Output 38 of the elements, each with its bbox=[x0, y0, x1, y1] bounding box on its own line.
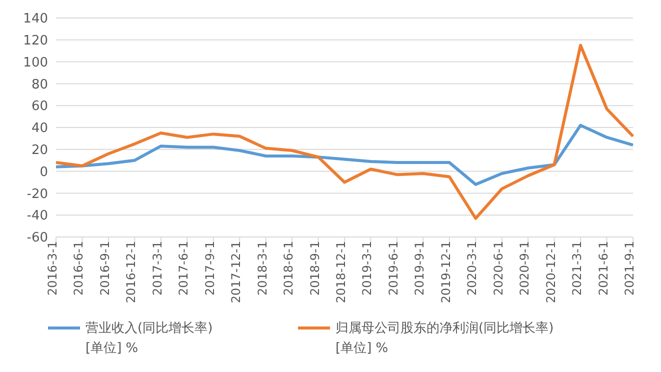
y-tick-label: 100 bbox=[23, 55, 48, 70]
x-tick-label: 2020-9-1 bbox=[518, 241, 532, 296]
y-tick-label: 20 bbox=[31, 143, 48, 158]
x-tick-label: 2021-3-1 bbox=[570, 241, 584, 296]
y-tick-label: 120 bbox=[23, 34, 48, 49]
y-tick-label: 0 bbox=[40, 164, 48, 180]
x-tick-label: 2019-6-1 bbox=[386, 241, 400, 296]
x-tick-label: 2020-6-1 bbox=[491, 241, 506, 296]
legend-label: 归属母公司股东的净利润(同比增长率) [单位] % bbox=[336, 320, 554, 358]
x-tick-label: 2019-3-1 bbox=[360, 241, 374, 296]
line-series bbox=[54, 44, 634, 220]
x-tick-label: 2021-9-1 bbox=[622, 241, 637, 296]
x-tick-label: 2017-6-1 bbox=[176, 241, 191, 296]
y-tick-label: 80 bbox=[31, 77, 48, 92]
x-tick-label: 2017-9-1 bbox=[202, 241, 217, 296]
x-tick-label: 2019-12-1 bbox=[438, 241, 453, 304]
x-tick-label: 2021-6-1 bbox=[596, 241, 610, 296]
x-tick-label: 2018-12-1 bbox=[334, 241, 348, 304]
y-tick-label: -40 bbox=[26, 208, 48, 224]
line-series bbox=[54, 124, 634, 186]
legend-label: 营业收入(同比增长率) [单位] % bbox=[86, 320, 213, 358]
x-tick-label: 2018-9-1 bbox=[308, 241, 322, 296]
x-tick-label: 2017-12-1 bbox=[229, 241, 244, 304]
y-tick-label: -60 bbox=[26, 230, 48, 246]
y-tick-label: 40 bbox=[31, 121, 48, 136]
x-tick-label: 2018-6-1 bbox=[282, 241, 296, 296]
x-tick-label: 2016-6-1 bbox=[72, 241, 86, 296]
x-tick-label: 2016-12-1 bbox=[124, 241, 138, 304]
x-tick-label: 2020-12-1 bbox=[544, 241, 558, 304]
x-tick-label: 2017-3-1 bbox=[150, 241, 164, 296]
y-tick-label: 140 bbox=[23, 12, 48, 27]
x-tick-label: 2016-9-1 bbox=[98, 241, 112, 296]
x-tick-label: 2019-9-1 bbox=[412, 241, 427, 296]
y-tick-label: 60 bbox=[31, 99, 48, 114]
x-tick-label: 2016-3-1 bbox=[46, 241, 60, 296]
x-tick-label: 2018-3-1 bbox=[255, 241, 270, 296]
y-tick-label: -20 bbox=[26, 186, 48, 202]
x-tick-label: 2020-3-1 bbox=[465, 241, 480, 296]
